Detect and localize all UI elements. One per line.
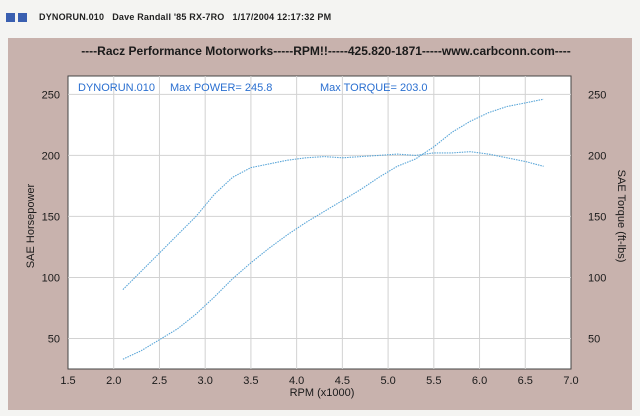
x-tick-label: 5.0 [380,375,395,387]
x-tick-label: 6.0 [472,375,487,387]
grid-lines [68,76,571,369]
x-tick-label: 7.0 [563,375,578,387]
report-header: DYNORUN.010 Dave Randall '85 RX-7RO 1/17… [6,10,339,24]
x-tick-label: 4.5 [335,375,350,387]
y-tick-label-left: 100 [42,272,60,284]
x-tick-label: 6.5 [518,375,533,387]
run-name: DYNORUN.010 [39,12,105,22]
y-tick-label-right: 150 [588,211,606,223]
x-tick-label: 1.5 [60,375,75,387]
torque-line [122,151,544,290]
y-tick-label-left: 50 [48,333,60,345]
x-tick-label: 2.5 [152,375,167,387]
legend-run: DYNORUN.010 [78,82,155,94]
legend-max-torque: Max TORQUE= 203.0 [320,82,428,94]
y-axis-label-right: SAE Torque (ft-lbs) [615,170,627,263]
header-icon [6,12,15,22]
header-icon [18,12,27,22]
x-tick-label: 3.0 [198,375,213,387]
plot-area [67,75,572,370]
legend-max-power: Max POWER= 245.8 [170,82,272,94]
y-axis-label-left: SAE Horsepower [25,183,37,268]
vehicle-name: Dave Randall '85 RX-7RO [112,12,225,22]
y-tick-label-left: 150 [42,211,60,223]
x-tick-label: 3.5 [243,375,258,387]
y-tick-label-left: 200 [42,150,60,162]
chart-title: ----Racz Performance Motorworks-----RPM!… [81,44,571,58]
y-tick-label-right: 200 [588,150,606,162]
y-tick-label-right: 50 [588,333,600,345]
x-tick-label: 2.0 [106,375,121,387]
y-tick-label-left: 250 [42,89,60,101]
x-axis-label: RPM (x1000) [290,387,355,399]
x-tick-label: 4.0 [289,375,304,387]
y-tick-label-right: 250 [588,89,606,101]
run-datetime: 1/17/2004 12:17:32 PM [232,12,332,22]
y-tick-label-right: 100 [588,272,606,284]
x-tick-label: 5.5 [426,375,441,387]
